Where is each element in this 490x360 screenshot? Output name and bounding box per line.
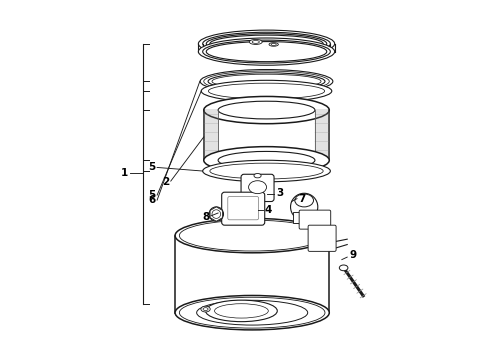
FancyBboxPatch shape [299,210,331,229]
Ellipse shape [271,43,276,45]
Ellipse shape [249,40,262,44]
Ellipse shape [198,30,335,57]
Ellipse shape [203,32,330,55]
Ellipse shape [218,152,315,169]
Ellipse shape [179,297,325,328]
Ellipse shape [206,41,327,62]
Ellipse shape [254,174,261,178]
Ellipse shape [206,34,327,54]
Ellipse shape [205,300,277,321]
Ellipse shape [204,71,329,92]
Ellipse shape [198,38,335,65]
Ellipse shape [248,181,267,194]
FancyBboxPatch shape [308,225,336,251]
FancyBboxPatch shape [221,192,265,225]
Ellipse shape [175,296,329,330]
Text: 7: 7 [299,194,306,204]
Text: 2: 2 [162,177,169,187]
Text: 5: 5 [148,162,155,172]
Ellipse shape [203,160,330,182]
Text: 8: 8 [202,212,209,222]
Text: 5: 5 [148,190,155,200]
Ellipse shape [201,80,332,102]
Ellipse shape [209,207,223,221]
Ellipse shape [210,35,323,52]
Ellipse shape [201,306,210,312]
Ellipse shape [203,308,208,311]
Ellipse shape [204,96,329,124]
FancyBboxPatch shape [294,212,319,223]
Text: 4: 4 [265,206,272,216]
Ellipse shape [203,40,330,63]
Text: 3: 3 [276,188,284,198]
Ellipse shape [218,101,315,119]
Ellipse shape [295,194,314,207]
Ellipse shape [208,83,324,99]
Ellipse shape [210,163,323,179]
Ellipse shape [175,219,329,253]
Ellipse shape [208,73,325,90]
Ellipse shape [200,69,333,93]
FancyBboxPatch shape [241,174,274,202]
Ellipse shape [269,42,278,46]
Ellipse shape [204,147,329,174]
Ellipse shape [179,220,325,251]
Text: 1: 1 [121,168,128,178]
Ellipse shape [252,41,259,43]
Polygon shape [210,207,222,221]
Ellipse shape [196,300,308,325]
Text: 6: 6 [148,195,155,206]
Ellipse shape [212,74,321,89]
Text: 9: 9 [349,250,356,260]
FancyBboxPatch shape [228,197,259,220]
Ellipse shape [339,265,348,271]
Ellipse shape [212,210,220,219]
Ellipse shape [215,304,269,318]
Ellipse shape [291,193,318,221]
